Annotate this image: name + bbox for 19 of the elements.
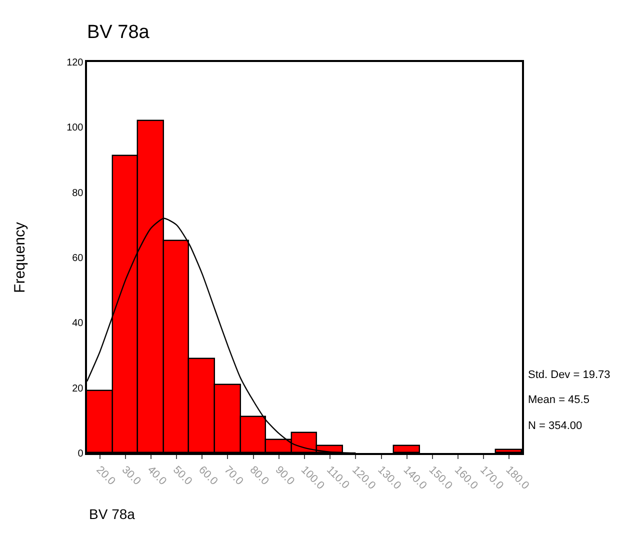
x-tick-label: 80.0 <box>247 464 271 488</box>
x-tick-label: 40.0 <box>144 464 169 488</box>
x-tick-label: 90.0 <box>272 464 297 488</box>
y-tick-label: 40 <box>72 318 84 330</box>
x-tick-label: 60.0 <box>196 464 220 488</box>
text: Std. Dev = 19.73 <box>528 369 610 381</box>
chart-title: BV 78a <box>87 22 150 43</box>
text: N = 354.00 <box>528 420 582 432</box>
y-tick-label: 80 <box>72 188 84 199</box>
text: Mean = 45.5 <box>528 394 590 406</box>
y-tick-label: 20 <box>72 383 84 394</box>
y-tick-label: 0 <box>78 448 84 460</box>
y-tick-label: 60 <box>72 253 84 264</box>
x-tick-label: 30.0 <box>119 464 143 488</box>
y-axis-title: Frequency <box>11 222 28 293</box>
x-tick-label: 20.0 <box>94 464 118 488</box>
y-tick-label: 120 <box>66 58 84 68</box>
x-axis-title: BV 78a <box>89 506 136 522</box>
y-tick-label: 100 <box>66 122 84 134</box>
